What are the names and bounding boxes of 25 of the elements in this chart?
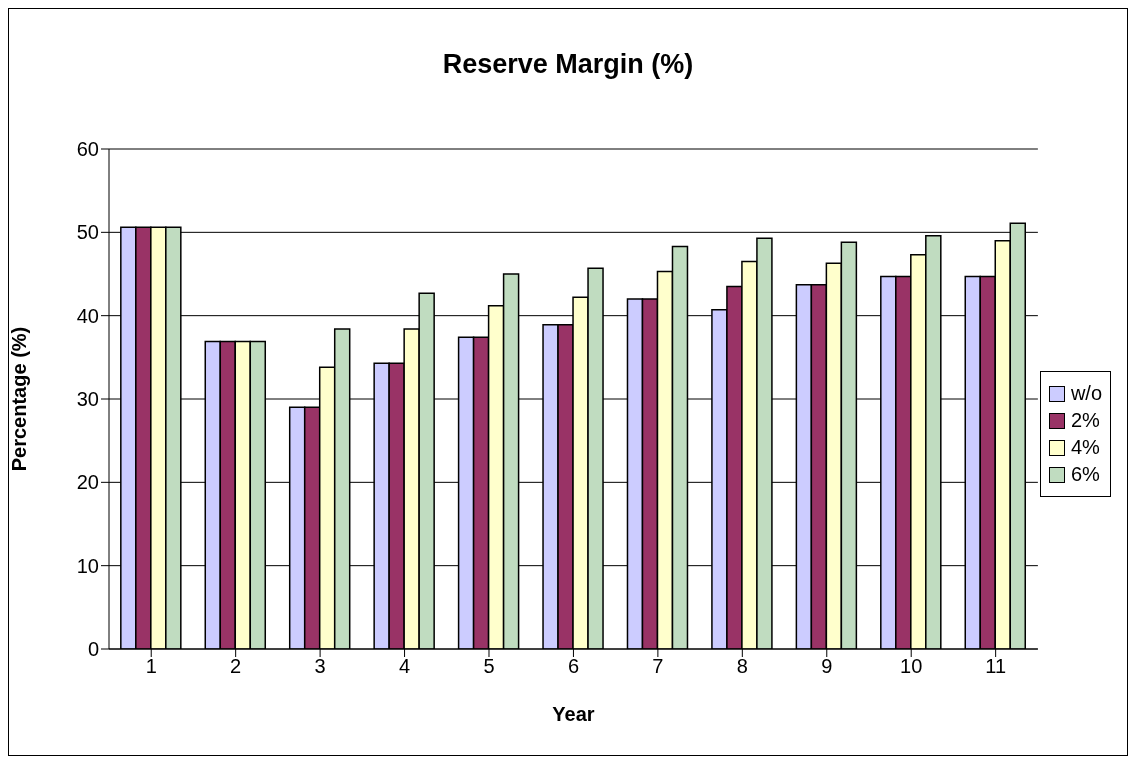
x-tick-label: 8	[736, 655, 748, 678]
y-tick-label: 30	[76, 388, 99, 411]
y-tick-label: 60	[76, 138, 99, 161]
chart-title: Reserve Margin (%)	[441, 49, 695, 80]
x-tick-label: 4	[398, 655, 411, 678]
legend-label: 6%	[1070, 463, 1100, 486]
y-tick-label: 40	[76, 304, 99, 327]
x-tick-label: 6	[567, 655, 579, 678]
x-tick-label: 11	[985, 655, 1007, 678]
x-tick-label: 3	[314, 655, 326, 678]
x-tick-label: 2	[230, 655, 242, 678]
y-tick-label: 10	[76, 554, 99, 577]
x-tick-label: 7	[652, 655, 664, 678]
x-tick-label: 1	[145, 655, 157, 678]
x-tick-label: 10	[900, 655, 923, 678]
y-axis-title: Percentage (%)	[8, 326, 31, 472]
legend-label: 2%	[1070, 409, 1100, 432]
x-tick-label: 9	[821, 655, 833, 678]
legend-label: w/o	[1070, 382, 1102, 405]
y-tick-label: 50	[76, 221, 99, 244]
x-tick-label: 5	[483, 655, 495, 678]
x-axis-title: Year	[552, 703, 595, 725]
y-tick-label: 20	[76, 471, 99, 494]
legend-label: 4%	[1070, 436, 1100, 459]
y-tick-label: 0	[87, 638, 99, 661]
